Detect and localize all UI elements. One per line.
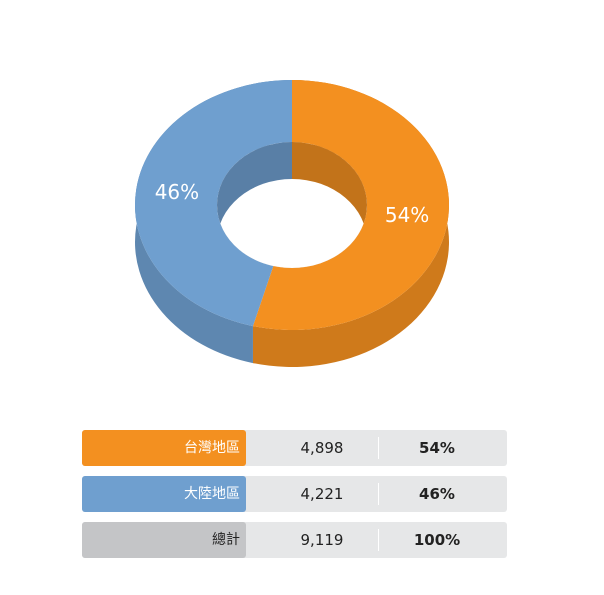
slice xyxy=(134,80,292,327)
table-row: 大陸地區 4,221 46% xyxy=(82,476,507,512)
separator xyxy=(378,483,379,505)
value-label: 54% xyxy=(385,203,429,227)
hole-floor xyxy=(217,179,367,268)
separator xyxy=(378,437,379,459)
separator xyxy=(378,529,379,551)
slice xyxy=(252,80,449,330)
row-count: 4,221 xyxy=(300,485,344,503)
table-row: 總計 9,119 100% xyxy=(82,522,507,558)
table-row: 台灣地區 4,898 54% xyxy=(82,430,507,466)
row-count: 9,119 xyxy=(300,531,344,549)
row-percent: 54% xyxy=(419,439,455,457)
row-label: 台灣地區 xyxy=(82,430,246,466)
slice-side xyxy=(252,80,449,367)
hole xyxy=(217,142,367,268)
value-label: 46% xyxy=(155,180,199,204)
row-percent: 46% xyxy=(419,485,455,503)
row-label: 大陸地區 xyxy=(82,476,246,512)
chart: 54% 46% xyxy=(134,80,449,367)
row-percent: 100% xyxy=(413,531,461,549)
row-count: 4,898 xyxy=(300,439,344,457)
row-label: 總計 xyxy=(82,522,246,558)
